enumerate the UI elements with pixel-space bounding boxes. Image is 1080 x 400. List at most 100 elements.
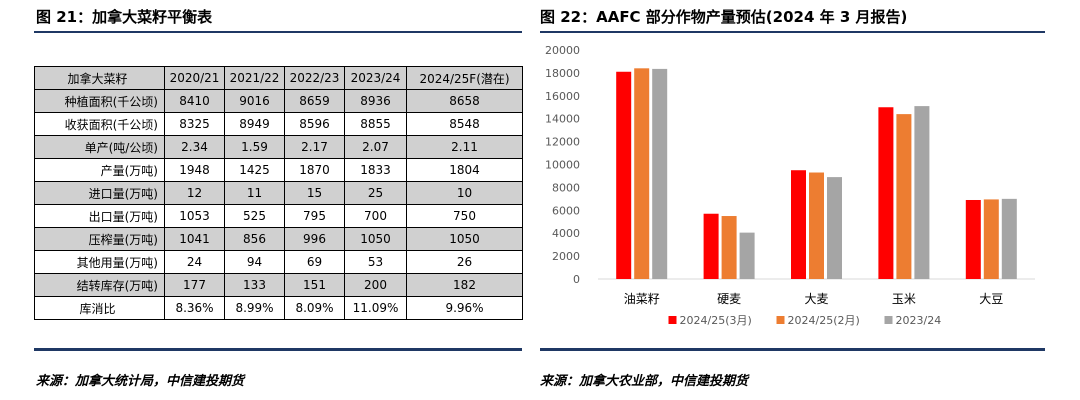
bar bbox=[878, 107, 894, 279]
bar bbox=[652, 68, 668, 279]
legend-swatch bbox=[668, 316, 677, 324]
row-label: 进口量(万吨) bbox=[34, 181, 165, 205]
table-cell: 8949 bbox=[224, 112, 285, 136]
y-tick-label: 12000 bbox=[545, 136, 580, 149]
table-header-row: 加拿大菜籽 2020/21 2021/22 2022/23 2023/24 2024/25… bbox=[34, 66, 523, 90]
table-header-cell: 2024/25F(潜在) bbox=[406, 66, 523, 90]
table-header-cell: 2021/22 bbox=[224, 66, 285, 90]
table-cell: 1804 bbox=[406, 158, 523, 182]
row-label: 结转库存(万吨) bbox=[34, 273, 165, 297]
bar bbox=[827, 177, 842, 279]
table-cell: 2.07 bbox=[344, 135, 407, 159]
row-label: 库消比 bbox=[34, 296, 165, 320]
table-row: 压榨量(万吨) 1041 856 996 1050 1050 bbox=[34, 227, 523, 251]
table-header-cell: 2020/21 bbox=[164, 66, 225, 90]
x-tick-label: 大豆 bbox=[979, 292, 1003, 306]
table-cell: 11.09% bbox=[344, 296, 407, 320]
table-cell: 795 bbox=[284, 204, 345, 228]
table-cell: 8325 bbox=[164, 112, 225, 136]
row-label: 出口量(万吨) bbox=[34, 204, 165, 228]
bottom-rule bbox=[34, 348, 522, 351]
bar bbox=[791, 170, 806, 279]
y-tick-label: 18000 bbox=[545, 67, 580, 80]
table-cell: 700 bbox=[344, 204, 407, 228]
figure-22-source: 来源：加拿大农业部，中信建投期货 bbox=[540, 374, 749, 389]
table-cell: 9016 bbox=[224, 89, 285, 113]
table-row: 进口量(万吨) 12 11 15 25 10 bbox=[34, 181, 523, 205]
x-tick-label: 玉米 bbox=[892, 292, 916, 306]
table-cell: 15 bbox=[284, 181, 345, 205]
table-cell: 151 bbox=[284, 273, 345, 297]
table-cell: 12 bbox=[164, 181, 225, 205]
y-tick-label: 2000 bbox=[552, 250, 580, 263]
legend-swatch bbox=[776, 316, 785, 324]
table-cell: 11 bbox=[224, 181, 285, 205]
table-cell: 69 bbox=[284, 250, 345, 274]
table-cell: 2.34 bbox=[164, 135, 225, 159]
table-cell: 182 bbox=[406, 273, 523, 297]
table-cell: 25 bbox=[344, 181, 407, 205]
table-header-cell: 2022/23 bbox=[284, 66, 345, 90]
table-cell: 1425 bbox=[224, 158, 285, 182]
table-cell: 133 bbox=[224, 273, 285, 297]
bar bbox=[896, 114, 912, 280]
table-cell: 24 bbox=[164, 250, 225, 274]
row-label: 种植面积(千公顷) bbox=[34, 89, 165, 113]
table-cell: 8.36% bbox=[164, 296, 225, 320]
bar bbox=[983, 199, 999, 279]
bar bbox=[616, 71, 632, 279]
table-cell: 8658 bbox=[406, 89, 523, 113]
table-cell: 750 bbox=[406, 204, 523, 228]
table-row: 库消比 8.36% 8.99% 8.09% 11.09% 9.96% bbox=[34, 296, 523, 320]
bar bbox=[914, 106, 930, 279]
row-label: 收获面积(千公顷) bbox=[34, 112, 165, 136]
y-tick-label: 16000 bbox=[545, 90, 580, 103]
table-cell: 1050 bbox=[344, 227, 407, 251]
canola-balance-table: 加拿大菜籽 2020/21 2021/22 2022/23 2023/24 2024/25… bbox=[34, 66, 523, 320]
table-cell: 1870 bbox=[284, 158, 345, 182]
table-row: 单产(吨/公顷) 2.34 1.59 2.17 2.07 2.11 bbox=[34, 135, 523, 159]
row-label: 其他用量(万吨) bbox=[34, 250, 165, 274]
table-cell: 8.09% bbox=[284, 296, 345, 320]
table-row: 产量(万吨) 1948 1425 1870 1833 1804 bbox=[34, 158, 523, 182]
table-cell: 1050 bbox=[406, 227, 523, 251]
y-tick-label: 6000 bbox=[552, 204, 580, 217]
table-cell: 8659 bbox=[284, 89, 345, 113]
y-tick-label: 20000 bbox=[545, 44, 580, 57]
bottom-rule bbox=[540, 348, 1045, 351]
y-tick-label: 8000 bbox=[552, 181, 580, 194]
y-tick-label: 4000 bbox=[552, 227, 580, 240]
table-cell: 1.59 bbox=[224, 135, 285, 159]
table-row: 收获面积(千公顷) 8325 8949 8596 8855 8548 bbox=[34, 112, 523, 136]
bar bbox=[703, 213, 719, 279]
table-cell: 94 bbox=[224, 250, 285, 274]
x-tick-label: 大麦 bbox=[804, 292, 828, 306]
row-label: 压榨量(万吨) bbox=[34, 227, 165, 251]
bar bbox=[1001, 198, 1017, 279]
table-cell: 8936 bbox=[344, 89, 407, 113]
table-cell: 53 bbox=[344, 250, 407, 274]
table-cell: 2.11 bbox=[406, 135, 523, 159]
bar bbox=[965, 199, 981, 279]
row-label: 产量(万吨) bbox=[34, 158, 165, 182]
table-cell: 8.99% bbox=[224, 296, 285, 320]
table-cell: 26 bbox=[406, 250, 523, 274]
table-cell: 856 bbox=[224, 227, 285, 251]
table-row: 出口量(万吨) 1053 525 795 700 750 bbox=[34, 204, 523, 228]
legend-label: 2024/25(3月) bbox=[680, 314, 752, 327]
figure-21-title: 图 21：加拿大菜籽平衡表 bbox=[36, 8, 213, 26]
x-tick-label: 油菜籽 bbox=[624, 292, 660, 306]
y-tick-label: 10000 bbox=[545, 159, 580, 172]
table-cell: 1833 bbox=[344, 158, 407, 182]
legend-label: 2023/24 bbox=[896, 314, 942, 327]
figure-21-source: 来源：加拿大统计局，中信建投期货 bbox=[36, 374, 245, 389]
table-header-cell: 2023/24 bbox=[344, 66, 407, 90]
title-rule bbox=[34, 31, 522, 33]
y-tick-label: 0 bbox=[573, 273, 580, 286]
bar bbox=[634, 68, 650, 279]
bar bbox=[721, 216, 737, 279]
table-cell: 8410 bbox=[164, 89, 225, 113]
table-cell: 8855 bbox=[344, 112, 407, 136]
table-row: 其他用量(万吨) 24 94 69 53 26 bbox=[34, 250, 523, 274]
table-cell: 1041 bbox=[164, 227, 225, 251]
